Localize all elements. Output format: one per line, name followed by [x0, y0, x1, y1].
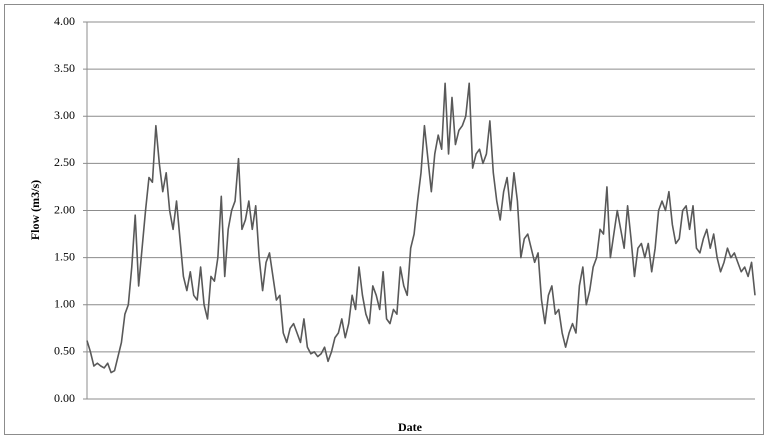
y-tick-label: 2.50	[54, 155, 75, 169]
y-tick-label: 2.00	[54, 202, 75, 216]
y-axis-title: Flow (m3/s)	[28, 180, 42, 240]
y-tick-label: 3.50	[54, 61, 75, 75]
y-tick-label: 0.50	[54, 344, 75, 358]
y-tick-label: 1.00	[54, 297, 75, 311]
y-tick-label: 1.50	[54, 249, 75, 263]
y-tick-label: 4.00	[54, 14, 75, 28]
y-tick-label: 0.00	[54, 391, 75, 405]
flow-line	[86, 82, 756, 374]
chart-border	[4, 4, 764, 435]
x-axis-title: Date	[398, 420, 423, 434]
y-tick-label: 3.00	[54, 108, 75, 122]
